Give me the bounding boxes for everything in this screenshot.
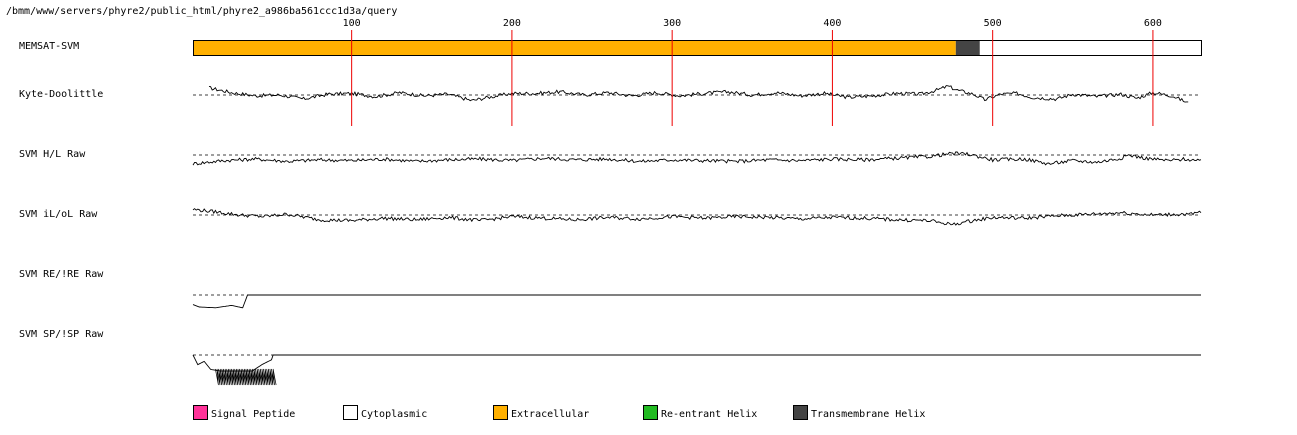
legend-label: Re-entrant Helix [661,409,757,420]
memsat-segment [193,40,956,55]
legend-label: Transmembrane Helix [811,409,925,420]
tick-label: 600 [1144,18,1162,29]
trace-line [192,354,1201,372]
legend-swatch [343,405,358,420]
file-path: /bmm/www/servers/phyre2/public_html/phyr… [6,6,397,17]
legend-label: Extracellular [511,409,589,420]
track-label: SVM iL/oL Raw [19,209,98,220]
tick-label: 400 [823,18,841,29]
legend-swatch [643,405,658,420]
track-label: Kyte-Doolittle [19,89,103,100]
memsat-segment [979,40,1201,55]
legend-label: Signal Peptide [211,409,295,420]
track-label: SVM SP/!SP Raw [19,329,104,340]
legend-label: Cytoplasmic [361,409,427,420]
legend-swatch [793,405,808,420]
track-label-memsat: MEMSAT-SVM [19,41,79,52]
trace-line [192,294,1201,309]
track-label: SVM RE/!RE Raw [19,269,104,280]
track-label: SVM H/L Raw [19,149,86,160]
tick-label: 100 [343,18,361,29]
legend-swatch [493,405,508,420]
trace-line [192,208,1202,226]
tick-label: 200 [503,18,521,29]
trace-line [192,151,1202,166]
memsat-segment [955,40,980,55]
memsat-bar-outline [193,40,1202,56]
tick-label: 300 [663,18,681,29]
trace-spikes [215,368,277,386]
tick-label: 500 [984,18,1002,29]
legend-swatch [193,405,208,420]
trace-line [208,85,1189,103]
